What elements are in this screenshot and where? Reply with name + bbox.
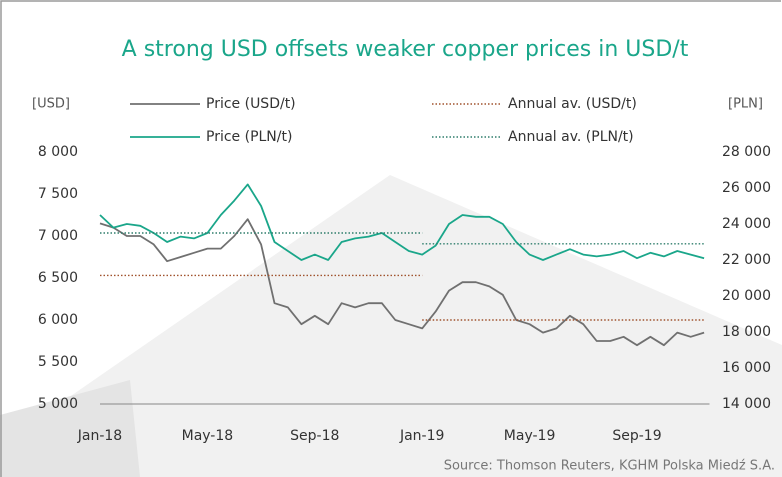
- legend-label: Price (USD/t): [206, 96, 296, 112]
- y2-tick-label: 26 000: [722, 180, 771, 196]
- x-tick-label: Sep-19: [612, 428, 661, 444]
- legend-label: Annual av. (USD/t): [508, 96, 637, 112]
- y2-axis-label: [PLN]: [728, 97, 763, 112]
- y-tick-label: 8 000: [38, 144, 78, 160]
- y2-tick-label: 24 000: [722, 216, 771, 232]
- x-tick-label: Jan-19: [399, 428, 444, 444]
- x-tick-label: May-19: [504, 428, 556, 444]
- y-tick-label: 7 500: [38, 186, 78, 202]
- y2-tick-label: 28 000: [722, 144, 771, 160]
- y-tick-label: 5 000: [38, 396, 78, 412]
- legend-label: Annual av. (PLN/t): [508, 129, 634, 145]
- x-tick-label: Jan-18: [77, 428, 122, 444]
- y2-tick-label: 18 000: [722, 324, 771, 340]
- price-line: [99, 183, 705, 261]
- y2-tick-label: 14 000: [722, 396, 771, 412]
- y-tick-label: 7 000: [38, 228, 78, 244]
- decor: [0, 175, 782, 477]
- y-tick-label: 6 000: [38, 312, 78, 328]
- price-line: [99, 218, 705, 347]
- y-tick-label: 5 500: [38, 354, 78, 370]
- chart-title: A strong USD offsets weaker copper price…: [122, 37, 689, 62]
- y2-tick-label: 16 000: [722, 360, 771, 376]
- source: Source: Thomson Reuters, KGHM Polska Mie…: [444, 459, 775, 474]
- y-axis-label: [USD]: [32, 97, 70, 112]
- y2-tick-label: 22 000: [722, 252, 771, 268]
- y2-tick-label: 20 000: [722, 288, 771, 304]
- x-tick-label: May-18: [182, 428, 234, 444]
- y-tick-label: 6 500: [38, 270, 78, 286]
- legend-label: Price (PLN/t): [206, 129, 292, 145]
- x-tick-label: Sep-18: [290, 428, 339, 444]
